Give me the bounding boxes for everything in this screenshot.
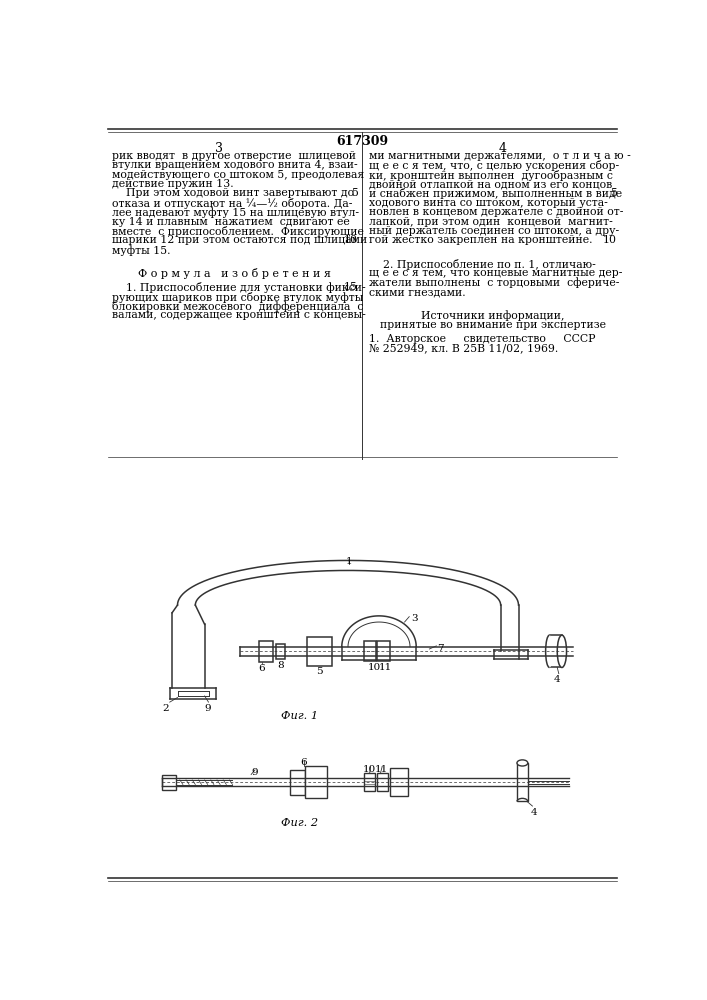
Bar (290, 770, 305, 795)
Text: скими гнездами.: скими гнездами. (369, 287, 465, 297)
Bar (390, 768, 409, 796)
Text: 3: 3 (411, 614, 417, 623)
Text: лее надевают муфту 15 на шлицевую втул-: лее надевают муфту 15 на шлицевую втул- (112, 207, 358, 218)
Bar (549, 635, 562, 667)
Text: муфты 15.: муфты 15. (112, 245, 170, 256)
Bar (517, 763, 528, 801)
Bar (378, 641, 390, 661)
Text: 4: 4 (531, 808, 537, 817)
Text: 15: 15 (344, 282, 358, 292)
Ellipse shape (517, 760, 528, 766)
Text: 1. Приспособление для установки фикси-: 1. Приспособление для установки фикси- (112, 282, 366, 293)
Text: ный держатель соединен со штоком, а дру-: ный держатель соединен со штоком, а дру- (369, 226, 619, 236)
Text: щ е е с я тем, что концевые магнитные дер-: щ е е с я тем, что концевые магнитные де… (369, 268, 622, 278)
Text: рик вводят  в другое отверстие  шлицевой: рик вводят в другое отверстие шлицевой (112, 151, 356, 161)
Text: При этом ходовой винт завертывают до: При этом ходовой винт завертывают до (112, 188, 354, 198)
Text: 5: 5 (610, 188, 617, 198)
Text: рующих шариков при сборке втулок муфты: рующих шариков при сборке втулок муфты (112, 292, 363, 303)
Bar (363, 641, 376, 661)
Text: 617309: 617309 (336, 135, 388, 148)
Text: 9: 9 (252, 768, 258, 777)
Text: 1.  Авторское     свидетельство     СССР: 1. Авторское свидетельство СССР (369, 334, 595, 344)
Text: Фиг. 2: Фиг. 2 (281, 818, 317, 828)
Text: модействующего со штоком 5, преодолевая: модействующего со штоком 5, преодолевая (112, 170, 364, 180)
Text: 8: 8 (277, 661, 284, 670)
Text: 11: 11 (375, 765, 388, 774)
Bar (276, 644, 285, 659)
Text: Ф о р м у л а   и з о б р е т е н и я: Ф о р м у л а и з о б р е т е н и я (139, 268, 332, 279)
Text: двойной отлапкой на одном из его концов: двойной отлапкой на одном из его концов (369, 179, 612, 189)
Text: 2: 2 (162, 704, 169, 713)
Text: 10: 10 (363, 765, 376, 774)
Text: втулки вращением ходового внита 4, взаи-: втулки вращением ходового внита 4, взаи- (112, 160, 357, 170)
Text: 5: 5 (316, 667, 322, 676)
Text: действие пружин 13.: действие пружин 13. (112, 179, 233, 189)
Text: 3: 3 (215, 142, 223, 155)
Ellipse shape (557, 635, 566, 667)
Text: валами, содержащее кронштейн с концевы-: валами, содержащее кронштейн с концевы- (112, 310, 366, 320)
Text: отказа и отпускают на ¼—½ оборота. Да-: отказа и отпускают на ¼—½ оборота. Да- (112, 198, 352, 209)
Text: ходового винта со штоком, который уста-: ходового винта со штоком, который уста- (369, 198, 608, 208)
Ellipse shape (546, 635, 554, 667)
Text: принятые во внимание при экспертизе: принятые во внимание при экспертизе (380, 320, 606, 330)
Bar (363, 773, 375, 791)
Text: гой жестко закреплен на кронштейне.: гой жестко закреплен на кронштейне. (369, 235, 592, 245)
Text: ми магнитными держателями,  о т л и ч а ю -: ми магнитными держателями, о т л и ч а ю… (369, 151, 631, 161)
Text: 6: 6 (300, 758, 307, 767)
Text: жатели выполнены  с торцовыми  сфериче-: жатели выполнены с торцовыми сфериче- (369, 278, 619, 288)
Text: 4: 4 (499, 142, 507, 155)
Text: 6: 6 (259, 664, 265, 673)
Text: № 252949, кл. В 25В 11/02, 1969.: № 252949, кл. В 25В 11/02, 1969. (369, 343, 558, 353)
Text: лапкой, при этом один  концевой  магнит-: лапкой, при этом один концевой магнит- (369, 217, 613, 227)
Text: шарики 12 при этом остаются под шлицами: шарики 12 при этом остаются под шлицами (112, 235, 367, 245)
Text: 2. Приспособление по п. 1, отличаю-: 2. Приспособление по п. 1, отличаю- (369, 259, 596, 270)
Text: 9: 9 (204, 704, 211, 713)
Text: 1: 1 (346, 557, 352, 566)
Text: 10: 10 (603, 235, 617, 245)
Text: щ е е с я тем, что, с целью ускорения сбор-: щ е е с я тем, что, с целью ускорения сб… (369, 160, 619, 171)
Text: ки, кронштейн выполнен  дугообразным с: ки, кронштейн выполнен дугообразным с (369, 170, 613, 181)
Bar (259, 641, 273, 662)
Text: новлен в концевом держателе с двойной от-: новлен в концевом держателе с двойной от… (369, 207, 624, 217)
Text: блокировки межосевого  дифференциала  с: блокировки межосевого дифференциала с (112, 301, 363, 312)
Text: 11: 11 (379, 663, 392, 672)
Text: и снабжен прижимом, выполненным в виде: и снабжен прижимом, выполненным в виде (369, 188, 622, 199)
Text: 10: 10 (368, 663, 380, 672)
Text: 7: 7 (437, 644, 444, 653)
Text: 5: 5 (351, 188, 358, 198)
Bar (162, 774, 176, 790)
Text: 10: 10 (344, 235, 358, 245)
Text: вместе  с приспособлением.  Фиксирующие: вместе с приспособлением. Фиксирующие (112, 226, 363, 237)
Bar (305, 766, 327, 798)
Text: Фиг. 1: Фиг. 1 (281, 711, 317, 721)
Bar (377, 773, 388, 791)
Text: 4: 4 (554, 675, 561, 684)
Text: ку 14 и плавным  нажатием  сдвигают ее: ку 14 и плавным нажатием сдвигают ее (112, 217, 349, 227)
Bar (307, 637, 332, 666)
Text: Источники информации,: Источники информации, (421, 310, 565, 321)
